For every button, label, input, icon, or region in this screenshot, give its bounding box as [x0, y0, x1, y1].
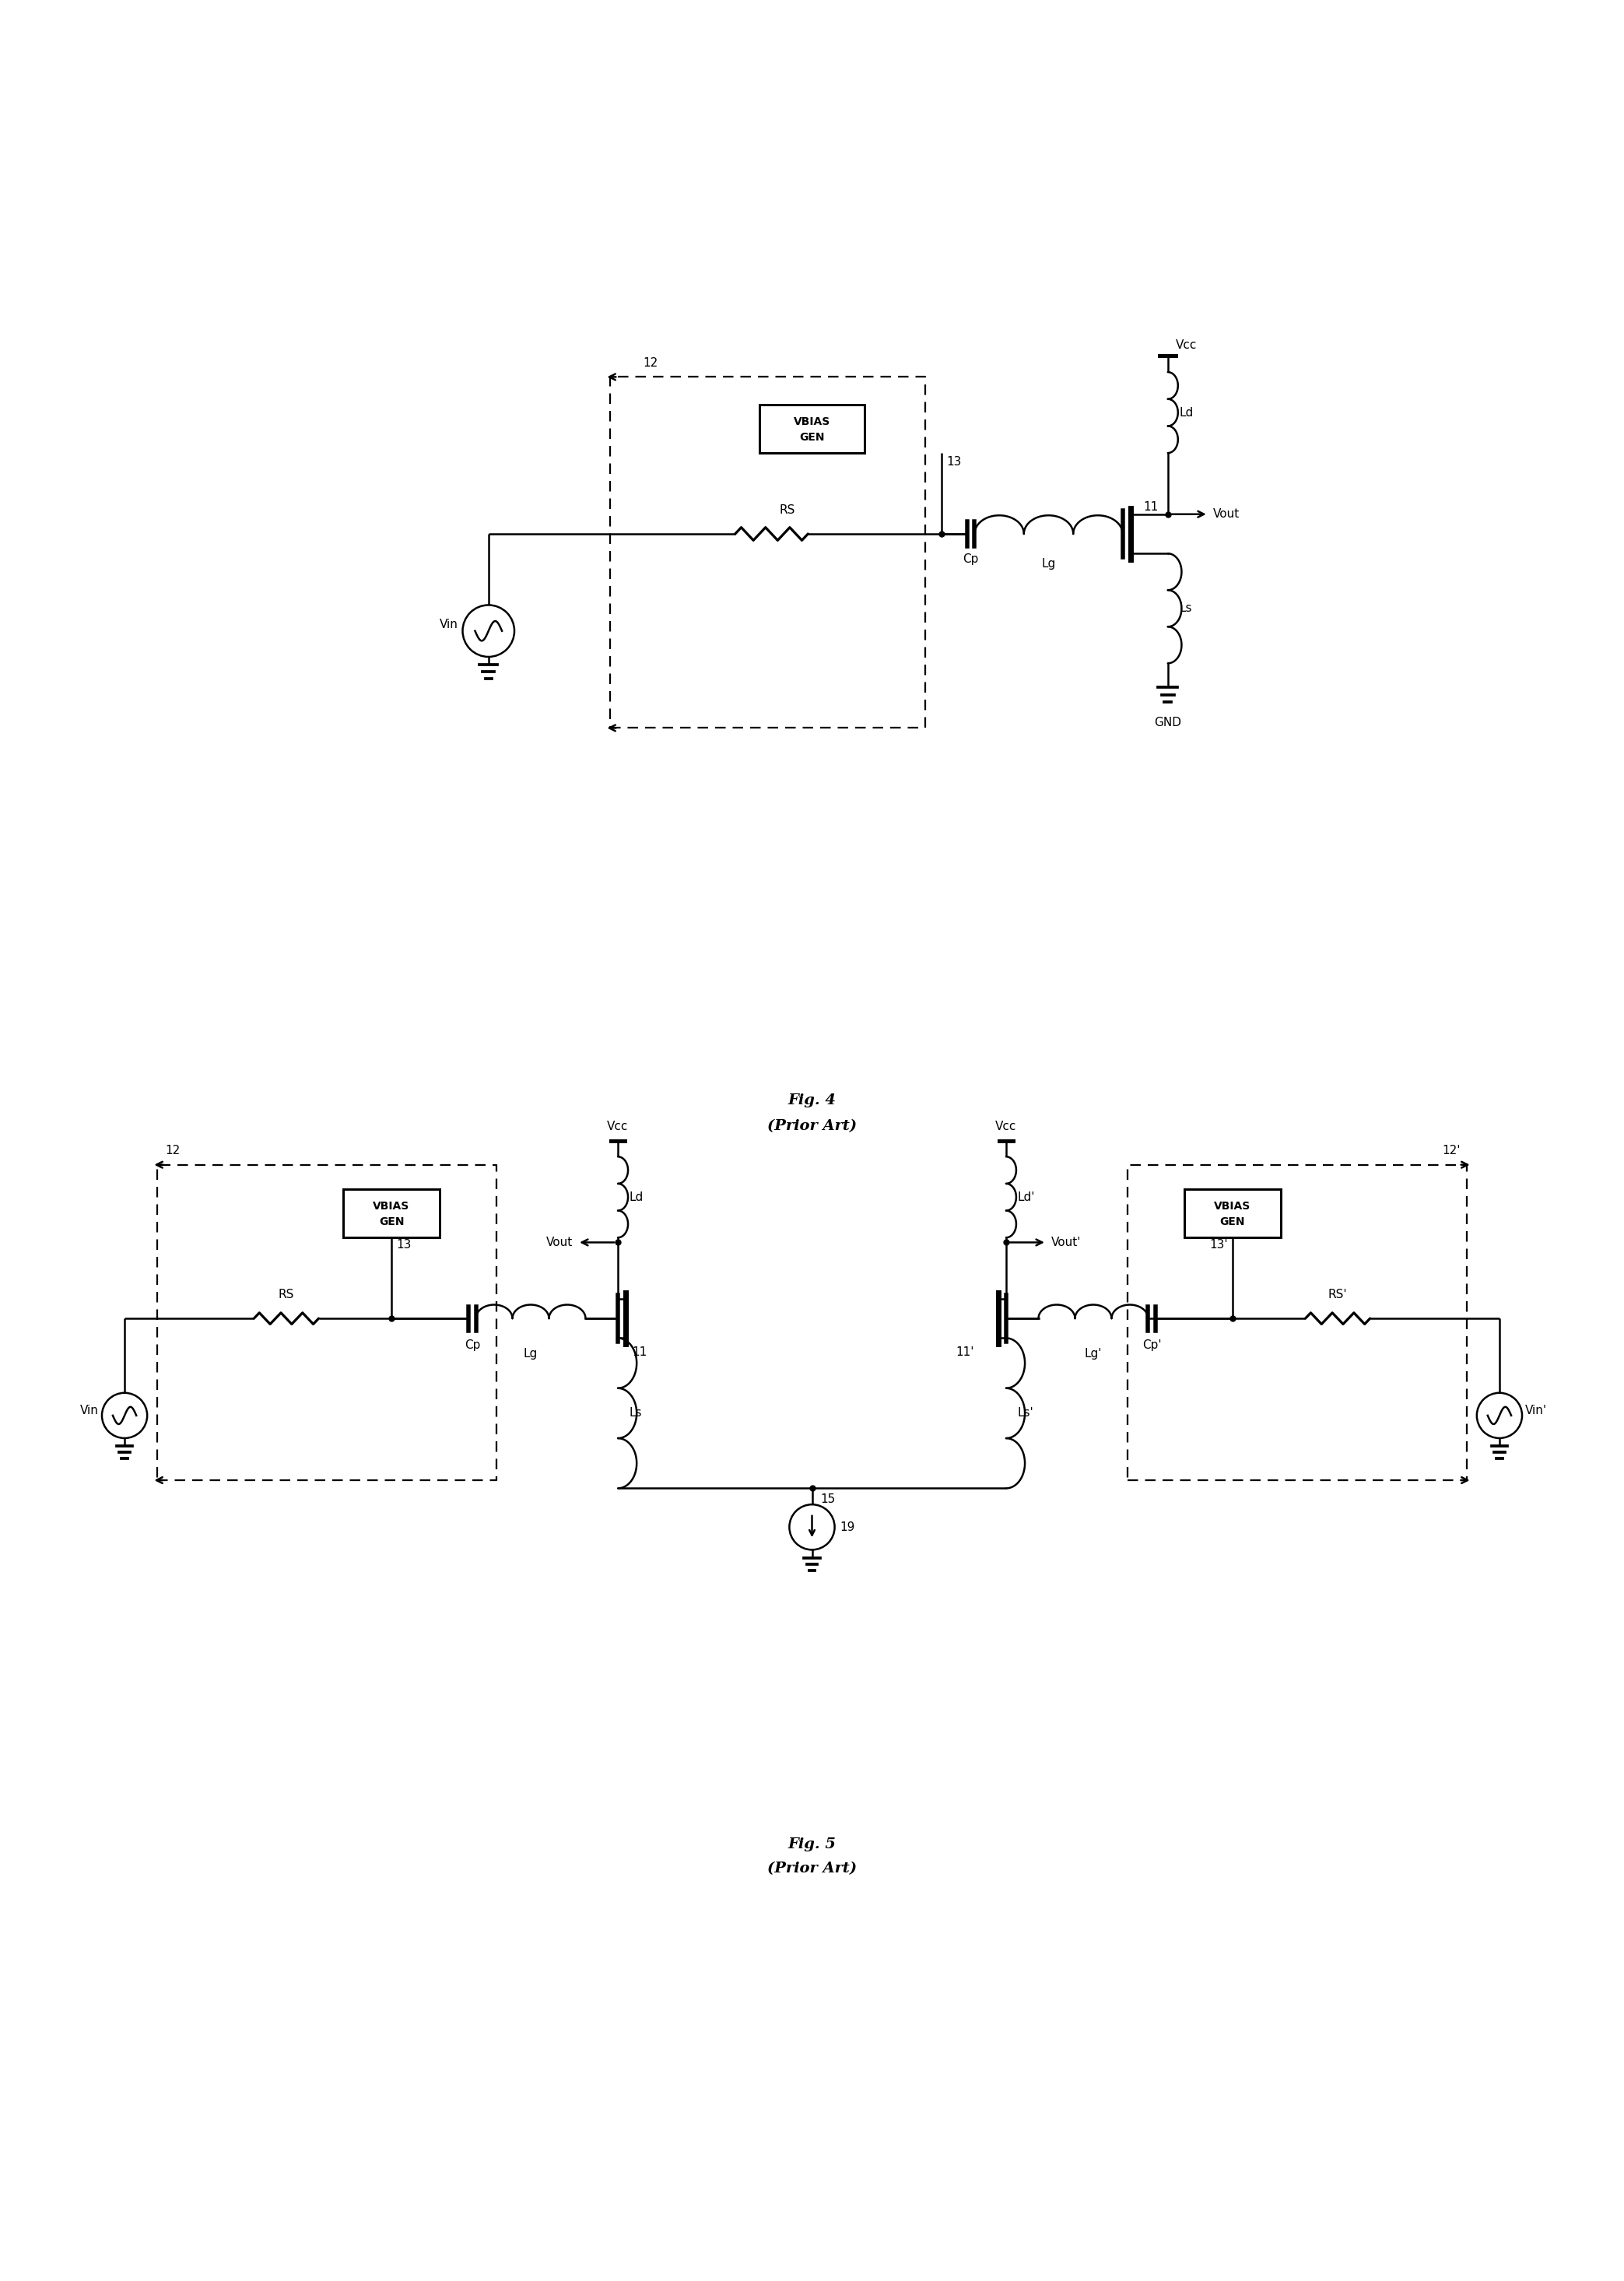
Text: VBIAS: VBIAS: [1215, 1200, 1250, 1211]
Text: 11: 11: [1143, 502, 1158, 513]
Bar: [1184, 1188, 1281, 1239]
Text: Ls': Ls': [1017, 1407, 1033, 1419]
Text: RS: RS: [780, 504, 796, 516]
Text: 15: 15: [820, 1494, 835, 1505]
Text: Ls: Ls: [628, 1407, 641, 1419]
Text: Vin: Vin: [80, 1405, 99, 1417]
Text: GND: GND: [1155, 716, 1182, 728]
Text: 13: 13: [947, 456, 961, 468]
Text: Fig. 4: Fig. 4: [788, 1093, 836, 1106]
Text: 11: 11: [632, 1346, 648, 1357]
Text: VBIAS: VBIAS: [374, 1200, 409, 1211]
Text: Ld: Ld: [628, 1191, 643, 1202]
Text: RS: RS: [278, 1289, 294, 1300]
Text: Vout: Vout: [546, 1236, 573, 1248]
Text: 12: 12: [166, 1145, 180, 1156]
Text: 12': 12': [1442, 1145, 1460, 1156]
Text: Cp: Cp: [464, 1339, 481, 1350]
Text: Vout: Vout: [1213, 509, 1239, 520]
Text: Ls: Ls: [1179, 602, 1192, 614]
Text: GEN: GEN: [378, 1216, 404, 1227]
Text: GEN: GEN: [799, 431, 825, 443]
Text: (Prior Art): (Prior Art): [767, 1120, 857, 1134]
Text: Lg: Lg: [523, 1348, 538, 1359]
Text: 12: 12: [643, 358, 658, 370]
Text: VBIAS: VBIAS: [794, 415, 830, 427]
Bar: [343, 1188, 440, 1239]
Text: Fig. 5: Fig. 5: [788, 1836, 836, 1852]
Text: 13: 13: [396, 1239, 411, 1250]
Text: RS': RS': [1328, 1289, 1348, 1300]
Text: 19: 19: [840, 1521, 854, 1533]
Text: Vcc: Vcc: [607, 1120, 628, 1131]
Text: Vout': Vout': [1051, 1236, 1082, 1248]
Text: Lg': Lg': [1085, 1348, 1103, 1359]
Text: Vin: Vin: [438, 618, 458, 630]
Bar: [760, 404, 864, 454]
Text: Cp: Cp: [963, 554, 978, 566]
Text: Ld: Ld: [1179, 406, 1194, 417]
Text: Vcc: Vcc: [1176, 340, 1197, 351]
Text: Cp': Cp': [1142, 1339, 1161, 1350]
Text: GEN: GEN: [1220, 1216, 1246, 1227]
Text: Vin': Vin': [1525, 1405, 1548, 1417]
Text: 11': 11': [955, 1346, 974, 1357]
Text: Lg: Lg: [1041, 559, 1056, 570]
Text: (Prior Art): (Prior Art): [767, 1861, 857, 1875]
Text: Vcc: Vcc: [996, 1120, 1017, 1131]
Text: Ld': Ld': [1017, 1191, 1034, 1202]
Text: 13': 13': [1210, 1239, 1228, 1250]
